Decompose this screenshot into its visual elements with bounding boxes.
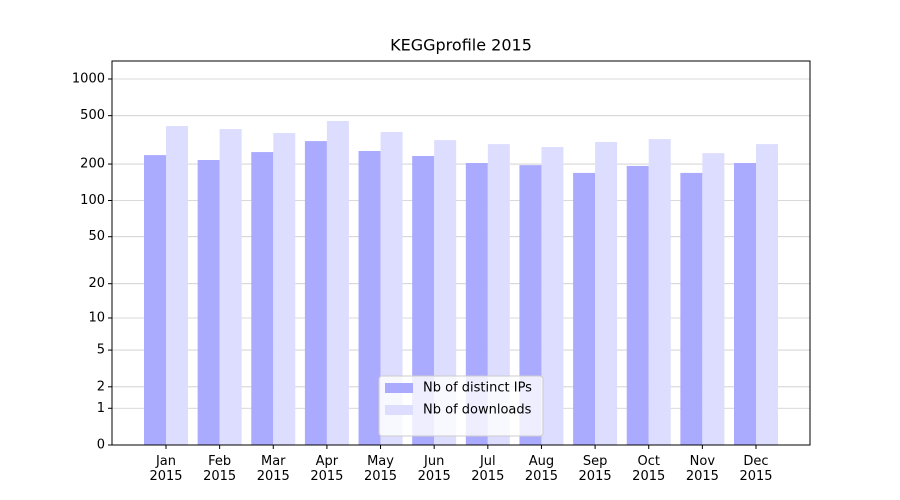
legend: Nb of distinct IPs Nb of downloads	[378, 375, 544, 437]
bar	[573, 172, 596, 445]
y-tick-label: 100	[80, 193, 105, 208]
bar	[519, 165, 542, 446]
y-tick-label: 0	[97, 438, 105, 453]
bar	[251, 152, 274, 445]
bar	[412, 155, 435, 445]
chart-title: KEGGprofile 2015	[390, 36, 532, 55]
x-tick-label: Jul 2015	[471, 454, 505, 484]
legend-label: Nb of downloads	[423, 403, 532, 418]
bar	[197, 159, 220, 446]
bar	[273, 133, 296, 445]
bar	[380, 132, 403, 446]
bar	[734, 163, 756, 445]
x-tick-label: Aug 2015	[524, 454, 558, 484]
x-tick-label: Sep 2015	[578, 454, 612, 484]
x-tick-label: Jun 2015	[417, 454, 451, 484]
x-tick-label: Apr 2015	[310, 454, 344, 484]
x-tick-label: Oct 2015	[632, 454, 666, 484]
x-tick-label: Feb 2015	[203, 454, 237, 484]
bar	[326, 121, 349, 445]
legend-swatch	[385, 383, 413, 393]
bar	[626, 165, 649, 445]
x-tick-label: Nov 2015	[685, 454, 719, 484]
legend-swatch	[385, 405, 413, 415]
bar	[465, 163, 488, 445]
x-tick-label: Jan 2015	[149, 454, 183, 484]
bar	[756, 144, 778, 445]
y-tick-label: 50	[88, 229, 105, 244]
bar	[595, 141, 618, 446]
bar	[358, 151, 381, 445]
legend-label: Nb of distinct IPs	[423, 381, 532, 396]
y-tick-label: 1000	[72, 71, 105, 86]
bar	[166, 126, 188, 446]
y-tick-label: 200	[80, 157, 105, 172]
legend-box	[378, 375, 544, 437]
bar	[702, 153, 725, 445]
y-tick-label: 20	[88, 276, 105, 291]
y-tick-label: 500	[80, 108, 105, 123]
plot-frame	[111, 60, 811, 446]
y-tick-label: 10	[88, 310, 105, 325]
bar	[304, 141, 327, 445]
bar	[680, 172, 703, 445]
bar	[648, 139, 671, 445]
y-tick-label: 5	[97, 343, 105, 358]
bar	[434, 140, 457, 445]
x-tick-label: Mar 2015	[256, 454, 290, 484]
x-tick-label: May 2015	[363, 454, 398, 484]
y-tick-label: 1	[97, 401, 105, 416]
x-tick-label: Dec 2015	[739, 454, 773, 484]
bar	[144, 155, 166, 445]
y-tick-label: 2	[97, 379, 105, 394]
bar	[219, 129, 242, 446]
bar	[541, 147, 564, 446]
bar	[487, 144, 510, 445]
